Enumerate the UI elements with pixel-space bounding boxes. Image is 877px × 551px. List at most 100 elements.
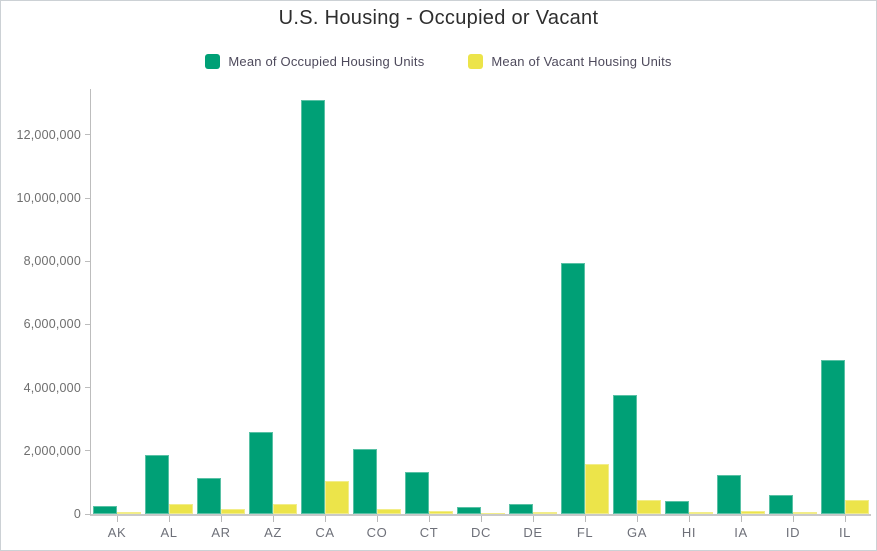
bar-occupied-ia[interactable] [717, 475, 741, 514]
y-axis-tick-mark [85, 450, 90, 452]
bar-vacant-fl[interactable] [585, 464, 609, 514]
x-axis-tick-mark [169, 516, 170, 522]
bar-occupied-al[interactable] [145, 455, 169, 514]
x-axis-label-ia: IA [734, 525, 748, 540]
bar-vacant-ca[interactable] [325, 481, 349, 514]
bar-groups [91, 89, 871, 522]
x-axis-labels: AK AL AR AZ CA CO CT DC DE FL GA HI IA ID IL [91, 525, 871, 540]
chart-title: U.S. Housing - Occupied or Vacant [278, 7, 599, 29]
bar-vacant-ia[interactable] [741, 511, 765, 514]
x-axis-label-ct: CT [419, 525, 439, 540]
x-axis-tick-mark [533, 516, 534, 522]
legend-label-occupied: Mean of Occupied Housing Units [228, 54, 425, 69]
x-axis-label-dc: DC [471, 525, 491, 540]
bar-group-fl [559, 89, 611, 522]
bar-vacant-co[interactable] [377, 509, 401, 514]
bar-vacant-ct[interactable] [429, 511, 453, 514]
y-axis-tick-label: 12,000,000 [16, 127, 81, 142]
x-axis-tick-mark [429, 516, 430, 522]
bar-occupied-dc[interactable] [457, 507, 481, 514]
y-axis-tick-label: 6,000,000 [23, 317, 81, 332]
bar-group-ak [91, 89, 143, 522]
y-axis-tick-label: 4,000,000 [23, 380, 81, 395]
y-axis-tick-label: 2,000,000 [23, 443, 81, 458]
legend-item-vacant[interactable]: Mean of Vacant Housing Units [468, 54, 671, 69]
y-axis-tick-label: 8,000,000 [23, 254, 81, 269]
x-axis-label-co: CO [366, 525, 388, 540]
bar-occupied-il[interactable] [821, 360, 845, 514]
y-axis-tick-mark [85, 323, 90, 325]
bar-occupied-id[interactable] [769, 495, 793, 514]
bar-occupied-de[interactable] [509, 504, 533, 514]
bar-group-az [247, 89, 299, 522]
x-axis-label-ar: AR [211, 525, 231, 540]
x-axis-tick-mark [793, 516, 794, 522]
bar-occupied-ca[interactable] [301, 100, 325, 514]
bar-group-il [819, 89, 871, 522]
bar-vacant-az[interactable] [273, 504, 297, 514]
bar-vacant-ga[interactable] [637, 500, 661, 514]
bar-occupied-co[interactable] [353, 449, 377, 514]
x-axis-tick-mark [273, 516, 274, 522]
bar-occupied-az[interactable] [249, 432, 273, 514]
bar-vacant-hi[interactable] [689, 512, 713, 514]
x-axis-tick-mark [325, 516, 326, 522]
x-axis-label-de: DE [523, 525, 543, 540]
bar-vacant-de[interactable] [533, 512, 557, 514]
legend-item-occupied[interactable]: Mean of Occupied Housing Units [205, 54, 424, 69]
x-axis-label-az: AZ [264, 525, 282, 540]
x-axis-label-ak: AK [107, 525, 127, 540]
x-axis-label-id: ID [785, 525, 801, 540]
x-axis-label-fl: FL [576, 525, 594, 540]
bar-occupied-ga[interactable] [613, 395, 637, 514]
bar-vacant-il[interactable] [845, 500, 869, 514]
occupied-series-swatch-icon [205, 54, 221, 69]
x-axis-label-al: AL [160, 525, 178, 540]
x-axis-tick-mark [221, 516, 222, 522]
plot-area: AK AL AR AZ CA CO CT DC DE FL GA HI IA ID IL 0 2,000,00… [16, 89, 871, 540]
bar-group-co [351, 89, 403, 522]
bar-vacant-id[interactable] [793, 512, 817, 514]
bar-group-de [507, 89, 559, 522]
bar-group-ca [299, 89, 351, 522]
bar-vacant-ar[interactable] [221, 509, 245, 514]
bar-group-hi [663, 89, 715, 522]
x-axis-tick-mark [637, 516, 638, 522]
bar-vacant-dc[interactable] [481, 513, 505, 514]
bar-group-ia [715, 89, 767, 522]
bar-group-ga [611, 89, 663, 522]
bar-occupied-ar[interactable] [197, 478, 221, 514]
bar-occupied-ak[interactable] [93, 506, 117, 514]
bar-occupied-hi[interactable] [665, 501, 689, 514]
x-axis-label-ca: CA [315, 525, 335, 540]
x-axis-tick-mark [377, 516, 378, 522]
bar-vacant-al[interactable] [169, 504, 193, 514]
y-axis-tick-mark [85, 387, 90, 389]
vacant-series-swatch-icon [468, 54, 484, 69]
bar-occupied-ct[interactable] [405, 472, 429, 514]
x-axis-tick-mark [845, 516, 846, 522]
bar-group-al [143, 89, 195, 522]
x-axis-tick-mark [741, 516, 742, 522]
x-axis-label-hi: HI [681, 525, 697, 540]
bar-vacant-ak[interactable] [117, 512, 141, 514]
y-axis-tick-mark [85, 513, 90, 515]
bar-group-id [767, 89, 819, 522]
y-axis-tick-label: 0 [73, 507, 81, 521]
y-axis-tick-mark [85, 260, 90, 262]
x-axis-tick-mark [689, 516, 690, 522]
bar-group-ct [403, 89, 455, 522]
bar-occupied-fl[interactable] [561, 263, 585, 514]
y-axis-tick-mark [85, 134, 90, 136]
legend-label-vacant: Mean of Vacant Housing Units [491, 54, 672, 69]
x-axis-tick-mark [117, 516, 118, 522]
y-axis-tick-label: 10,000,000 [16, 191, 81, 205]
x-axis-label-ga: GA [627, 525, 647, 540]
x-axis-tick-mark [585, 516, 586, 522]
y-axis-tick-mark [85, 197, 90, 199]
x-axis-tick-mark [481, 516, 482, 522]
bar-group-dc [455, 89, 507, 522]
bar-group-ar [195, 89, 247, 522]
x-axis-label-il: IL [838, 525, 852, 540]
